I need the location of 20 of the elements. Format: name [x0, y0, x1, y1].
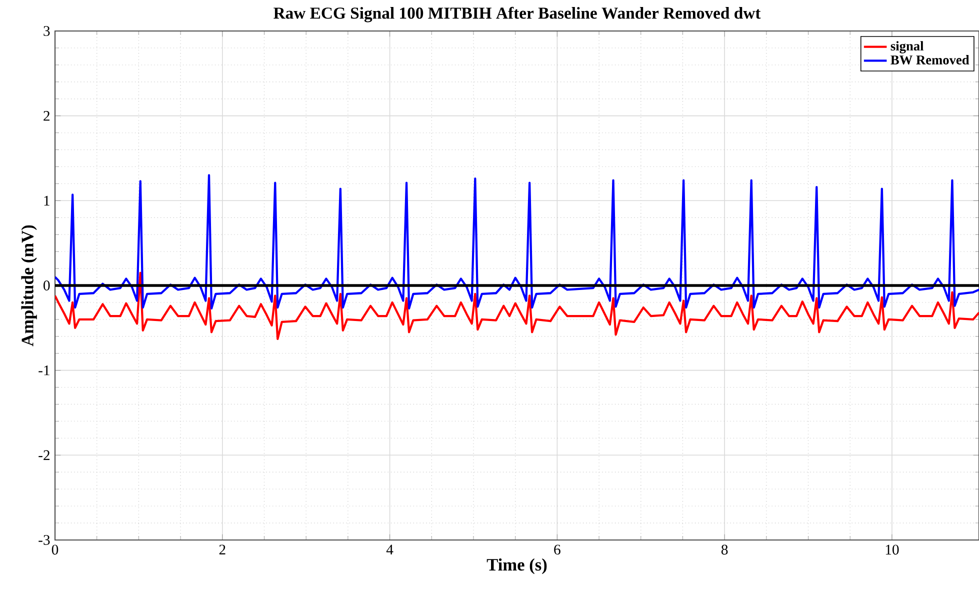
chart-title: Raw ECG Signal 100 MITBIH After Baseline Wander Removed dwt [274, 6, 761, 22]
x-tick-label: 8 [721, 544, 728, 555]
y-axis-title: Amplitude (mV) [21, 225, 37, 346]
x-tick-label: 2 [219, 544, 226, 554]
y-tick-label: 0 [44, 280, 50, 290]
y-tick-label: -1 [38, 365, 50, 376]
x-tick-label: 4 [386, 544, 394, 554]
y-tick-label: 1 [44, 196, 50, 206]
line-series [55, 174, 979, 310]
y-tick-label: -3 [38, 535, 50, 545]
x-axis-title: Time (s) [486, 558, 547, 574]
line-series [55, 272, 979, 340]
legend-label: signal [890, 41, 924, 54]
legend-label: BW Removed [890, 55, 970, 65]
y-tick-label: -2 [38, 450, 50, 460]
x-tick-label: 6 [554, 544, 560, 555]
x-tick-label: 0 [52, 544, 58, 555]
x-tick-label: 10 [886, 544, 899, 555]
y-tick-label: 2 [44, 110, 50, 121]
y-tick-label: 3 [44, 26, 50, 36]
